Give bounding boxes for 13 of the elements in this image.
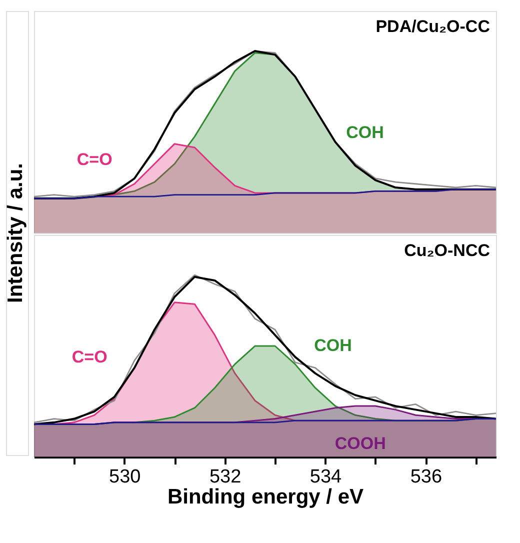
series-label: COH xyxy=(314,336,352,355)
x-tick-label: 534 xyxy=(310,466,342,488)
series-label: C=O xyxy=(76,150,112,169)
y-axis-title: Intensity / a.u. xyxy=(4,162,27,304)
x-tick-label: 536 xyxy=(410,466,442,488)
x-tick-label: 532 xyxy=(209,466,242,488)
chart-title: Cu₂O-NCC xyxy=(404,241,490,260)
x-tick-label: 530 xyxy=(109,466,141,488)
x-axis-title: Binding energy / eV xyxy=(167,486,364,508)
chart-title: PDA/Cu₂O-CC xyxy=(376,17,490,36)
series-label: COH xyxy=(346,122,384,142)
series-label: C=O xyxy=(72,347,108,366)
series-label: COOH xyxy=(334,434,386,454)
